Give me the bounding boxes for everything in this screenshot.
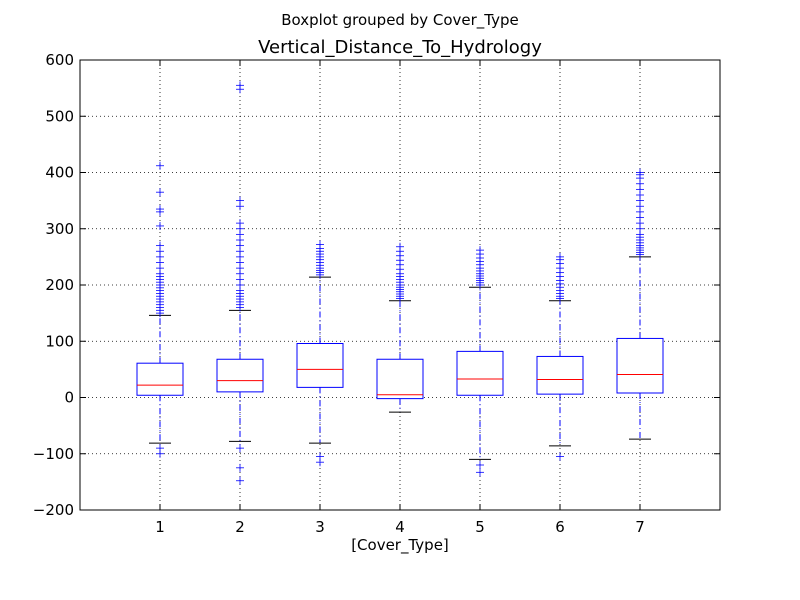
chart-suptitle: Boxplot grouped by Cover_Type [281,11,519,30]
iqr-box [296,343,344,388]
outlier-marker [156,205,164,214]
outlier-marker [156,241,164,250]
outlier-marker [396,242,404,251]
outlier-marker [236,81,244,90]
x-tick-label: 5 [475,518,485,536]
box-group-5 [456,246,504,477]
iqr-box [216,358,264,393]
x-tick-label: 1 [155,518,165,536]
outlier-marker [476,461,484,469]
outlier-marker [316,458,324,467]
outlier-marker [156,188,164,197]
outlier-marker [236,219,244,228]
outlier-marker [236,476,244,485]
outlier-marker [556,252,564,261]
outlier-marker [236,196,244,205]
tick-layer: −200 −100 0 100 200 300 400 500 600 1 2 3 4 5 6 7 [33,51,720,536]
x-tick-label: 4 [395,518,405,536]
outlier-marker [236,463,244,472]
y-tick-label: 200 [45,276,74,294]
box-group-1 [136,161,184,458]
outlier-marker [156,161,164,170]
y-tick-label: 500 [45,107,74,125]
box-group-6 [536,252,584,461]
outlier-marker [236,444,244,453]
y-tick-label: 400 [45,164,74,182]
outlier-marker [556,452,564,461]
y-tick-label: 600 [45,51,74,69]
iqr-box [456,350,504,396]
iqr-box [616,337,664,394]
iqr-box [136,362,184,396]
iqr-box [536,355,584,395]
x-tick-label: 3 [315,518,325,536]
y-tick-label: 100 [45,332,74,350]
iqr-box [376,358,424,400]
outlier-marker [316,240,324,249]
x-tick-label: 6 [555,518,565,536]
outlier-marker [636,168,644,177]
outlier-marker [156,221,164,230]
box-group-7 [616,168,664,440]
x-axis-label: [Cover_Type] [351,536,449,555]
chart-title: Vertical_Distance_To_Hydrology [258,37,542,58]
x-tick-label: 2 [235,518,245,536]
plot-frame [79,59,721,511]
outlier-marker [156,449,164,458]
outlier-marker [476,246,484,255]
x-tick-label: 7 [635,518,645,536]
outlier-marker [476,468,484,477]
y-tick-label: −200 [33,501,74,519]
y-tick-label: −100 [33,445,74,463]
box-group-2 [216,81,264,485]
box-group-4 [376,242,424,413]
y-tick-label: 300 [45,220,74,238]
box-layer [136,81,664,485]
box-group-3 [296,240,344,467]
y-tick-label: 0 [64,389,74,407]
